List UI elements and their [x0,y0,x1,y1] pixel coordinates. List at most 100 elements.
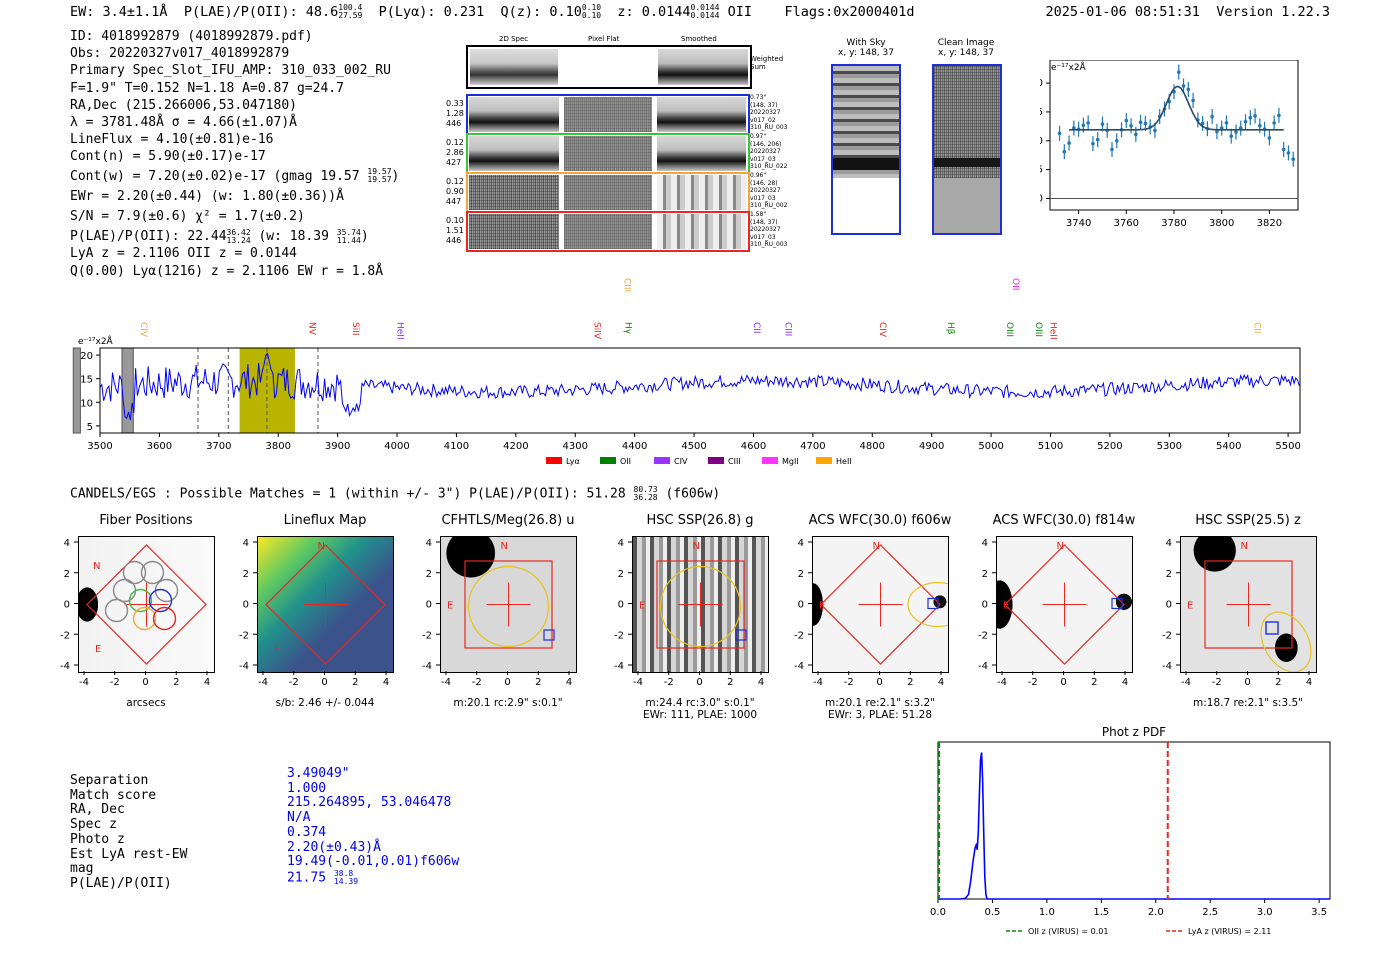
info-lyaz: LyA z = 2.1106 OII z = 0.0144 [70,246,297,262]
footprint-diamond [265,544,386,665]
data-point [1258,123,1262,128]
meta-value: 310_RU_002 [750,202,788,209]
y-tick-label: 20 [80,351,93,362]
data-point [1114,138,1119,143]
y-tick-label: -2 [239,630,249,641]
data-point [1286,151,1291,155]
y-tick-label: 2 [798,569,804,580]
legend-label: OII z (VIRUS) = 0.01 [1028,927,1108,936]
cutout-axes: -4 4 -2 2 0 0 2 -2 4 -4 [978,538,1128,688]
y-unit-label: e⁻¹⁷x2Å [1051,61,1087,73]
meta-value: 310_RU_003 [750,124,788,131]
data-point [1138,120,1143,125]
compass-east: E [1187,601,1193,612]
meta-value: (146, 206) [750,140,782,148]
x-tick-label: -2 [472,677,482,688]
y-tick-label: -4 [60,661,70,672]
y-tick-label: 0 [798,600,804,611]
header-flags: Flags:0x2000401d [784,4,915,20]
data-point [1186,87,1191,92]
match-value: N/A [287,810,311,826]
header-datetime: 2025-01-06 08:51:31 [1045,4,1200,20]
x-tick-label: 4900 [919,441,944,452]
clean-image-title: Clean Image x, y: 148, 37 [937,38,995,58]
aperture-ellipse [659,565,742,648]
plot-frame [1049,60,1299,211]
compass-east: E [639,601,645,612]
y-tick-label: -4 [239,661,249,672]
fiber-circle [148,588,173,613]
x-tick-label: 2.5 [1202,907,1218,918]
y-tick-label: -2 [978,630,988,641]
gaussian-fit-line [1069,85,1284,131]
y-tick-label: 20 [1040,78,1043,89]
cutout-axes: -4 4 -2 2 0 0 2 -2 4 -4 [60,538,210,688]
y-tick-label: 15 [1040,107,1043,118]
info-id: ID: 4018992879 (4018992879.pdf) [70,29,313,44]
weighted-smoothed [658,49,748,85]
x-tick-label: 4200 [503,441,528,452]
x-tick-label: 3760 [1114,218,1139,229]
header-right: 2025-01-06 08:51:31 Version 1.22.3 [1046,4,1331,20]
cutout-caption: EWr: 3, PLAE: 51.28 [827,709,933,721]
y-tick-label: 2 [64,569,70,580]
data-point [1267,136,1272,140]
x-tick-label: 4000 [384,441,409,452]
data-point [1153,128,1157,133]
spec2d-raw [469,97,559,132]
x-tick-label: 0 [696,677,702,688]
data-point [1072,126,1076,130]
header-summary: EW: 3.4±1.1Å P(LAE)/P(OII): 48.6 100.4 27.… [70,4,915,21]
info-primary: Primary Spec_Slot_IFU_AMP: 310_033_002_R… [70,63,391,79]
y-tick-label: 0 [426,600,432,611]
y-tick-label: 4 [426,538,432,549]
x-tick-label: 0 [142,677,148,688]
data-point [1095,137,1100,142]
spec2d-col-title: Smoothed [681,35,717,43]
stat-value: 447 [446,197,462,206]
x-tick-label: 0.5 [984,907,1000,918]
x-tick-label: -4 [633,677,643,688]
meta-value: 20220327 [750,226,781,233]
y-tick-label: 2 [618,569,624,580]
x-tick-label: -4 [997,677,1007,688]
matches-headline: CANDELS/EGS : Possible Matches = 1 (with… [70,485,721,502]
meta-value: 20220327 [750,187,781,194]
y-tick-label: 0 [64,600,70,611]
x-tick-label: 2 [352,677,358,688]
emission-line-label: CIV [877,322,887,338]
data-point [1062,149,1067,154]
legend-label: CIV [674,457,688,466]
catalog-box [735,629,747,641]
chart-title: Phot z PDF [1102,725,1166,739]
pdf-curve [938,752,1330,900]
x-tick-label: -4 [1181,677,1191,688]
spec2d-col-title: Pixel Flat [588,35,620,43]
meta-value: 20220327 [750,148,781,155]
match-value: 19.49(-0.01,0.01)f606w [287,854,460,870]
x-tick-label: 5300 [1157,441,1182,452]
spec2d-row-stats: 0.10 1.51 446 [446,216,464,246]
fiber-circle [128,588,153,613]
cutout-caption: s/b: 2.46 +/- 0.044 [275,697,375,709]
info-obs: Obs: 20220327v017_4018992879 [70,46,290,62]
x-tick-label: 4 [566,677,572,688]
info-lineflux: LineFlux = 4.10(±0.81)e-16 [70,132,274,148]
x-tick-label: 0.0 [930,907,946,918]
x-tick-label: 5200 [1097,441,1122,452]
footprint-square [656,560,745,649]
match-label: Photo z [70,831,125,847]
y-tick-label: -4 [614,661,624,672]
y-tick-label: 4 [982,538,988,549]
header-plya: P(Lyα): 0.231 [378,4,485,20]
data-point [1086,121,1090,125]
clean-image [932,64,1002,235]
cutout-axes: -4 4 -2 2 0 0 2 -2 4 -4 [422,538,572,688]
x-tick-label: 2 [1275,677,1281,688]
aperture-ellipse [1260,611,1312,672]
spec2d-row [466,172,750,213]
spec2d-smoothed [657,136,746,171]
header-plae: P(LAE)/P(OII): 48.6 [183,4,339,20]
emission-line-label: OIII [1004,322,1014,337]
